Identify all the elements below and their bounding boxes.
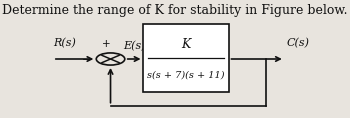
Text: Determine the range of K for stability in Figure below.: Determine the range of K for stability i… [2,4,348,17]
Text: R(s): R(s) [53,38,76,48]
Text: K: K [181,38,191,51]
Text: s(s + 7)(s + 11): s(s + 7)(s + 11) [147,70,225,79]
Text: C(s): C(s) [286,38,309,48]
Text: +: + [102,39,111,49]
Text: −: − [82,55,91,65]
Text: E(s): E(s) [123,40,146,51]
FancyBboxPatch shape [144,24,229,92]
